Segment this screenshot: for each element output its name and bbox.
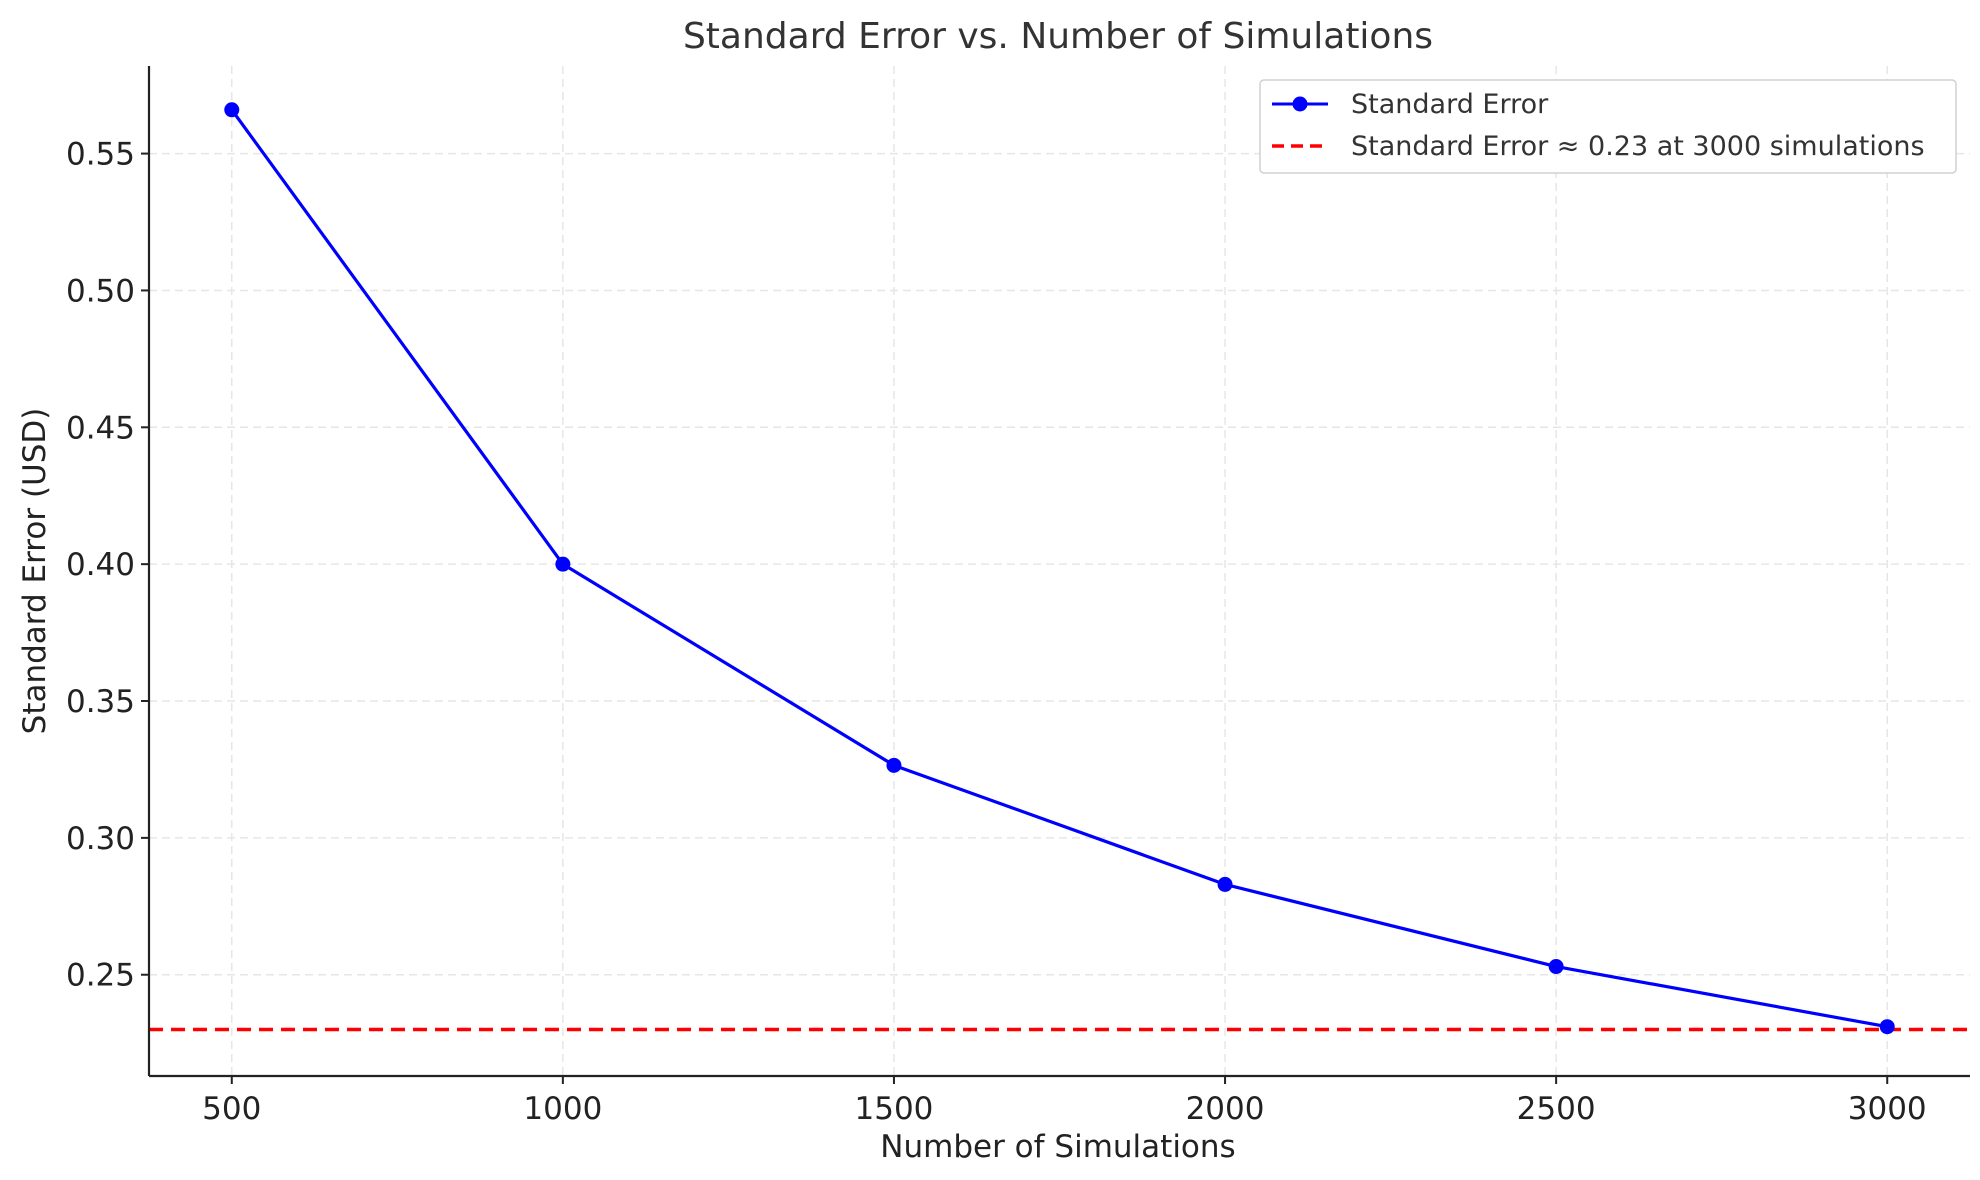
x-tick-label: 3000 <box>1848 1091 1927 1127</box>
x-tick-label: 500 <box>202 1091 261 1127</box>
x-tick-label: 2500 <box>1517 1091 1596 1127</box>
x-tick-label: 2000 <box>1186 1091 1265 1127</box>
legend-box <box>1259 79 1957 174</box>
x-ticks: 500 1000 1500 2000 2500 3000 <box>202 1076 1927 1127</box>
legend: Standard Error Standard Error ≈ 0.23 at … <box>1259 79 1957 174</box>
data-point <box>1548 959 1564 975</box>
data-point <box>886 757 902 773</box>
y-tick-label: 0.25 <box>66 958 135 994</box>
y-tick-label: 0.50 <box>66 273 135 309</box>
y-tick-label: 0.45 <box>66 410 135 446</box>
grid <box>149 66 1970 1076</box>
data-point <box>1217 876 1233 892</box>
x-tick-label: 1000 <box>523 1091 602 1127</box>
y-tick-label: 0.35 <box>66 684 135 720</box>
data-point <box>224 102 240 118</box>
y-ticks: 0.25 0.30 0.35 0.40 0.45 0.50 0.55 <box>66 137 149 994</box>
y-tick-label: 0.40 <box>66 547 135 583</box>
y-tick-label: 0.55 <box>66 137 135 173</box>
y-axis-label: Standard Error (USD) <box>17 408 53 735</box>
series-line <box>230 108 1888 1029</box>
legend-marker-standard-error <box>1292 96 1308 112</box>
series-layer <box>224 102 1895 1035</box>
y-tick-label: 0.30 <box>66 821 135 857</box>
data-point <box>1879 1019 1895 1035</box>
x-tick-label: 1500 <box>855 1091 934 1127</box>
legend-label-reference: Standard Error ≈ 0.23 at 3000 simulation… <box>1351 131 1925 162</box>
data-point <box>555 556 571 572</box>
chart-title: Standard Error vs. Number of Simulations <box>683 16 1433 57</box>
x-axis-label: Number of Simulations <box>880 1129 1235 1165</box>
legend-label-standard-error: Standard Error <box>1351 89 1549 120</box>
